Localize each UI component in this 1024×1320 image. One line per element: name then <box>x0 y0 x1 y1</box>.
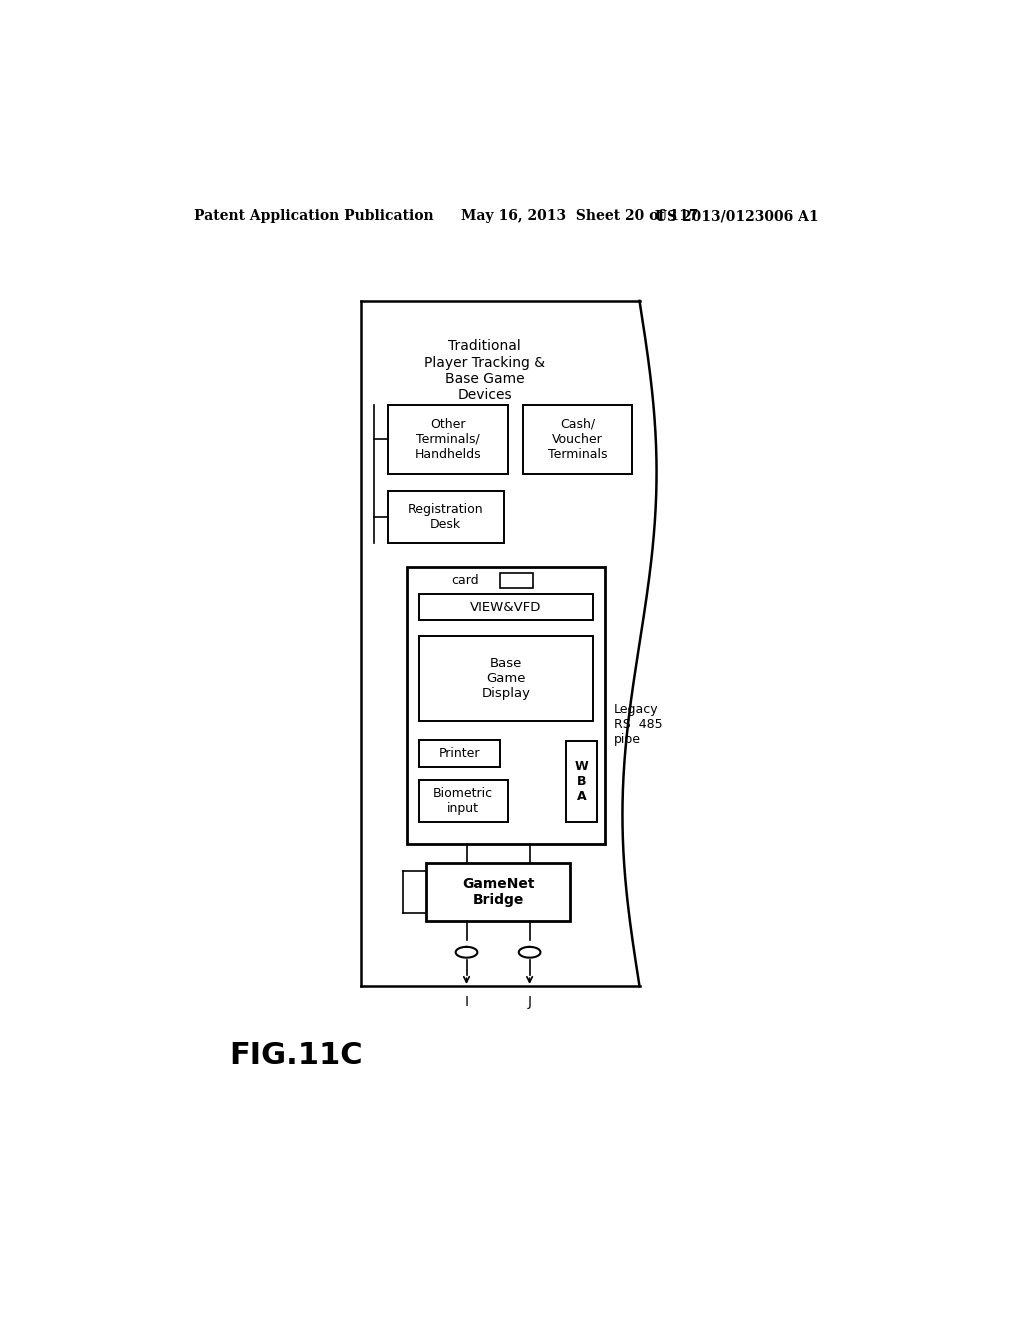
Bar <box>566 742 597 822</box>
Text: Other
Terminals/
Handhelds: Other Terminals/ Handhelds <box>415 418 481 461</box>
Bar <box>419 636 593 721</box>
Bar <box>388 491 504 544</box>
Text: US 2013/0123006 A1: US 2013/0123006 A1 <box>655 209 818 223</box>
Text: Biometric
input: Biometric input <box>433 787 494 814</box>
Bar <box>419 780 508 822</box>
Bar <box>419 739 500 767</box>
Text: Patent Application Publication: Patent Application Publication <box>194 209 433 223</box>
Bar <box>500 573 532 589</box>
Text: Legacy
RS  485
pipe: Legacy RS 485 pipe <box>614 702 663 746</box>
Text: May 16, 2013  Sheet 20 of 117: May 16, 2013 Sheet 20 of 117 <box>461 209 698 223</box>
Text: Printer: Printer <box>438 747 480 760</box>
Text: GameNet
Bridge: GameNet Bridge <box>462 876 535 907</box>
Text: VIEW&VFD: VIEW&VFD <box>470 601 542 614</box>
Text: W
B
A: W B A <box>574 760 588 803</box>
Bar <box>426 863 569 921</box>
Text: FIG.11C: FIG.11C <box>228 1041 362 1071</box>
Text: Registration
Desk: Registration Desk <box>408 503 483 531</box>
Text: Traditional
Player Tracking &
Base Game
Devices: Traditional Player Tracking & Base Game … <box>424 339 545 403</box>
Text: Base
Game
Display: Base Game Display <box>481 656 530 700</box>
Bar <box>523 405 632 474</box>
Bar <box>419 594 593 620</box>
Text: I: I <box>465 995 469 1008</box>
Text: card: card <box>452 574 479 587</box>
Bar <box>407 566 604 843</box>
Text: Cash/
Voucher
Terminals: Cash/ Voucher Terminals <box>548 418 607 461</box>
Text: J: J <box>527 995 531 1008</box>
Bar <box>388 405 508 474</box>
